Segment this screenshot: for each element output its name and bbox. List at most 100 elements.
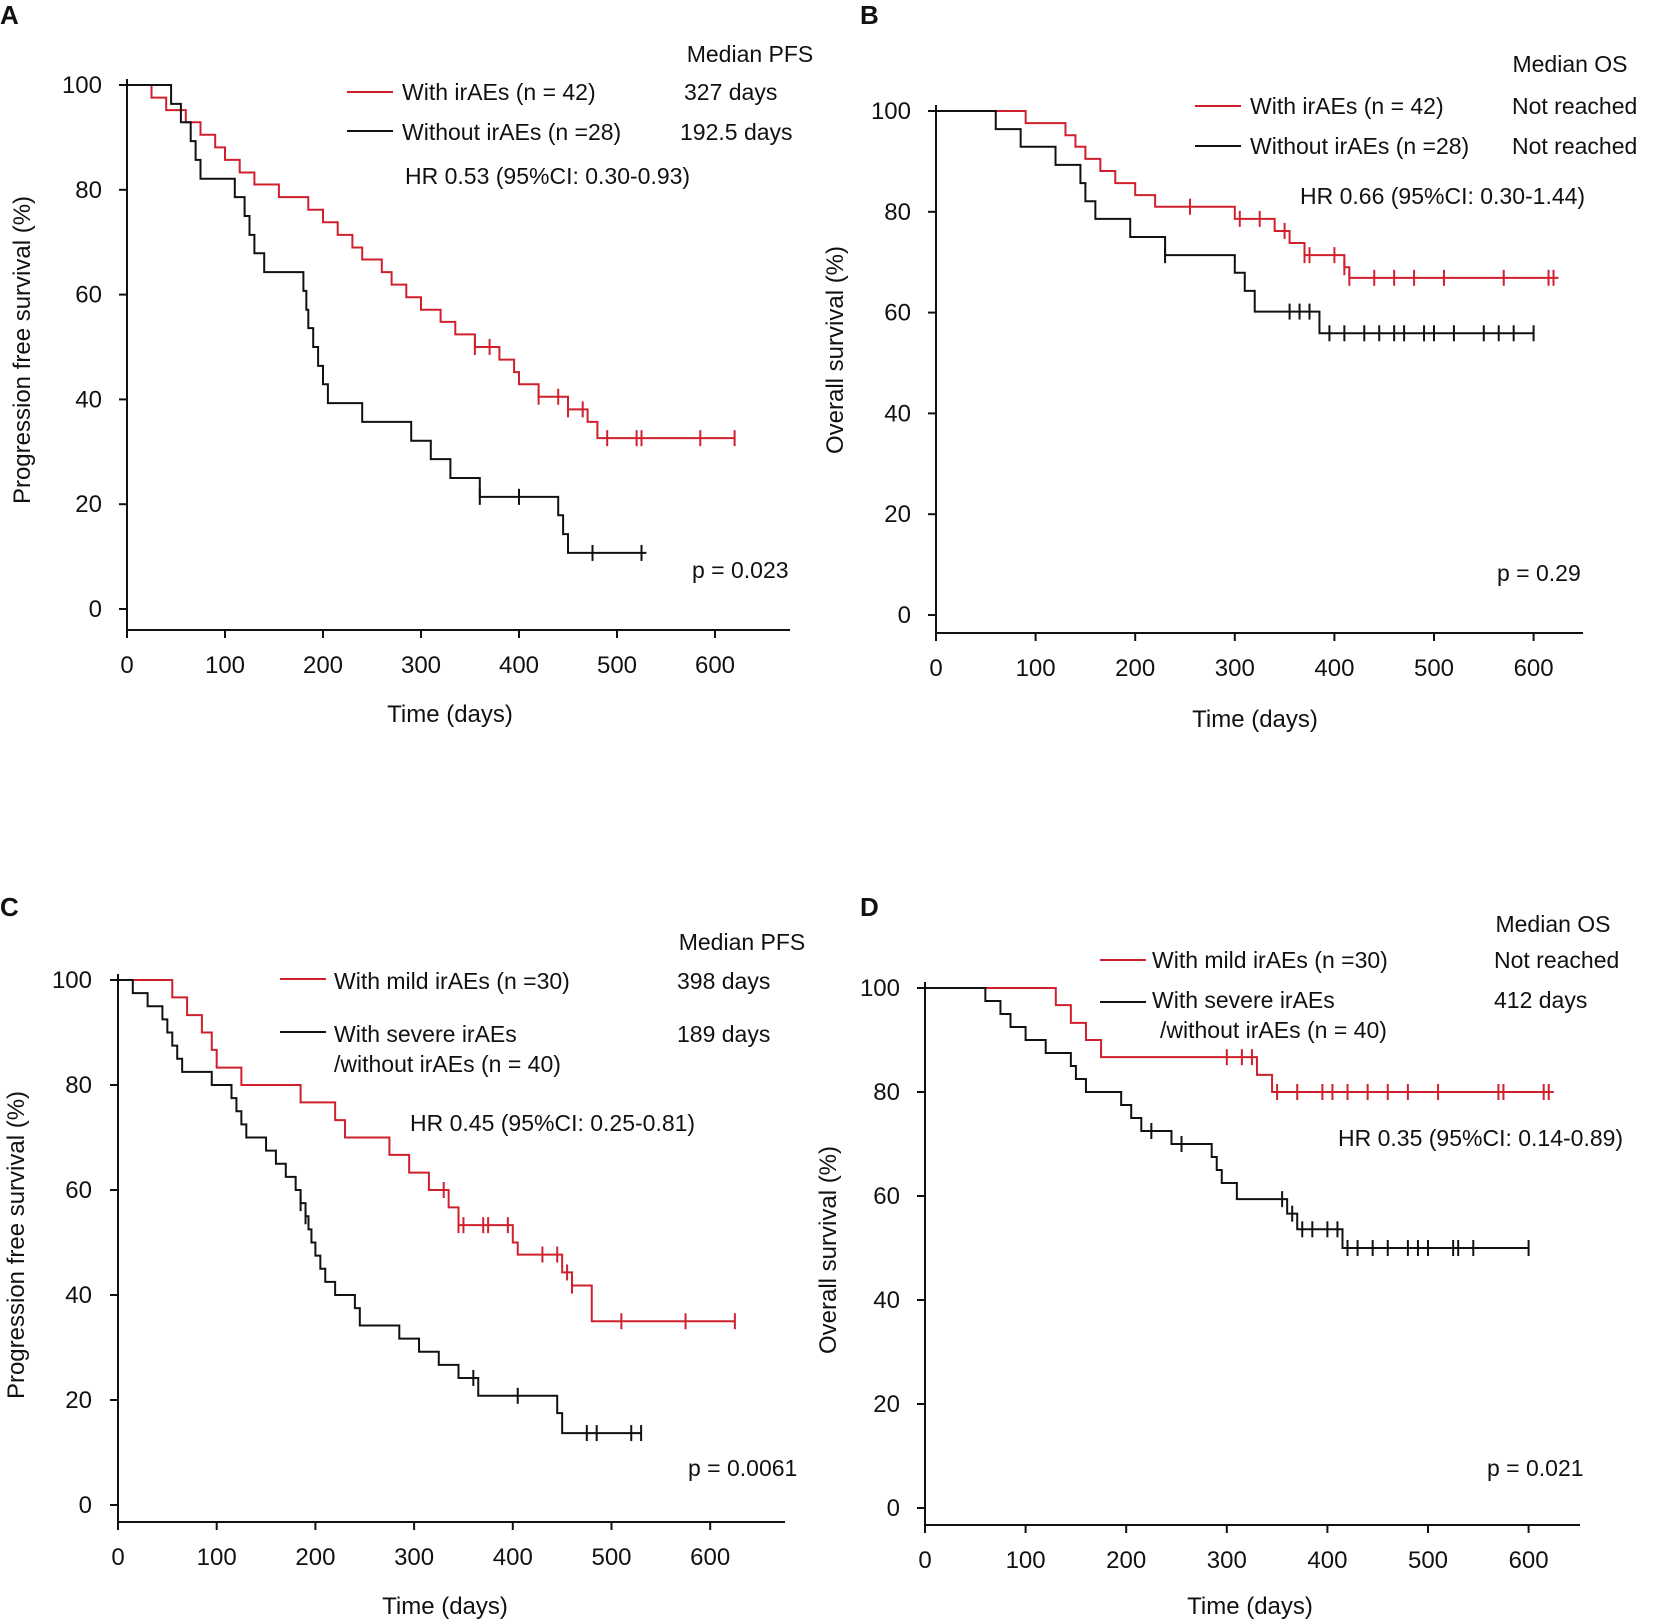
hazard-ratio-d: HR 0.35 (95%CI: 0.14-0.89) — [1338, 1125, 1623, 1151]
y-axis-label-b: Overall survival (%) — [822, 246, 849, 454]
km-curve-b-with — [936, 110, 1559, 279]
panel-label-d: D — [860, 892, 879, 922]
y-tick-label-d: 60 — [873, 1183, 900, 1210]
y-tick-label-b: 80 — [884, 199, 911, 226]
legend-label-c-severe: With severe irAEs — [334, 1021, 517, 1047]
legend-median-b-without: Not reached — [1512, 133, 1637, 159]
panel-label-a: A — [0, 0, 19, 30]
legend-label-d-severe: With severe irAEs — [1152, 987, 1335, 1013]
x-tick-label-a: 100 — [205, 652, 245, 679]
x-tick-label-b: 400 — [1314, 655, 1354, 682]
km-curve-b-without — [936, 110, 1534, 335]
p-value-c: p = 0.0061 — [688, 1455, 797, 1481]
km-curve-d-with — [925, 987, 1554, 1093]
x-tick-label-a: 200 — [303, 652, 343, 679]
x-tick-label-d: 300 — [1207, 1547, 1247, 1574]
legend-label-b-without: Without irAEs (n =28) — [1250, 133, 1469, 159]
x-tick-label-b: 600 — [1514, 655, 1554, 682]
x-tick-label-c: 300 — [394, 1544, 434, 1571]
plot-c-marks: 0 20 40 60 80 100 0 100 200 300 400 500 600 — [52, 967, 785, 1571]
x-tick-label-a: 600 — [695, 652, 735, 679]
legend-label-d-severe-line2: /without irAEs (n = 40) — [1160, 1017, 1387, 1043]
y-tick-label-c: 40 — [65, 1282, 92, 1309]
y-tick-label-d: 20 — [873, 1391, 900, 1418]
x-tick-label-c: 100 — [197, 1544, 237, 1571]
y-tick-label-c: 20 — [65, 1387, 92, 1414]
x-axis-label-c: Time (days) — [382, 1593, 508, 1620]
y-tick-label-a: 100 — [62, 72, 102, 99]
y-axis-label-a: Progression free survival (%) — [9, 196, 36, 504]
panel-c: C 0 20 40 60 80 100 0 100 200 300 400 500 600 Time (… — [0, 892, 805, 1620]
x-tick-label-d: 0 — [918, 1547, 931, 1574]
panel-d: D 0 20 40 60 80 100 0 100 200 300 400 500 600 Time (… — [815, 892, 1623, 1620]
panel-label-c: C — [0, 892, 19, 922]
legend-label-a-without: Without irAEs (n =28) — [402, 119, 621, 145]
km-curve-a-without — [127, 84, 647, 554]
median-header-c: Median PFS — [679, 929, 806, 955]
legend-label-a-with: With irAEs (n = 42) — [402, 79, 596, 105]
y-tick-label-c: 60 — [65, 1177, 92, 1204]
legend-label-d-mild: With mild irAEs (n =30) — [1152, 947, 1388, 973]
km-curve-c-with — [118, 979, 735, 1323]
plot-b-marks: 0 20 40 60 80 100 0 100 200 300 400 500 600 — [871, 98, 1583, 682]
y-tick-label-a: 0 — [89, 596, 102, 623]
y-tick-label-c: 0 — [79, 1492, 92, 1519]
x-tick-label-a: 300 — [401, 652, 441, 679]
legend-median-d-severe: 412 days — [1494, 987, 1587, 1013]
hazard-ratio-b: HR 0.66 (95%CI: 0.30-1.44) — [1300, 183, 1585, 209]
y-axis-label-c: Progression free survival (%) — [3, 1091, 30, 1399]
legend-label-c-mild: With mild irAEs (n =30) — [334, 968, 570, 994]
legend-median-a-with: 327 days — [684, 79, 777, 105]
hazard-ratio-a: HR 0.53 (95%CI: 0.30-0.93) — [405, 163, 690, 189]
p-value-d: p = 0.021 — [1487, 1455, 1584, 1481]
y-tick-label-b: 60 — [884, 300, 911, 327]
legend-label-c-severe-line2: /without irAEs (n = 40) — [334, 1051, 561, 1077]
y-tick-label-b: 40 — [884, 400, 911, 427]
y-tick-label-a: 80 — [75, 177, 102, 204]
y-tick-label-d: 40 — [873, 1287, 900, 1314]
x-tick-label-c: 500 — [591, 1544, 631, 1571]
panel-b: B 0 20 40 60 80 100 0 100 200 300 400 500 600 Time (… — [822, 0, 1637, 733]
x-tick-label-d: 200 — [1106, 1547, 1146, 1574]
y-axis-label-d: Overall survival (%) — [815, 1146, 842, 1354]
panel-a: A 0 20 40 60 80 100 0 100 200 300 400 500 600 Time (… — [0, 0, 813, 728]
median-header-b: Median OS — [1512, 51, 1627, 77]
x-tick-label-d: 500 — [1408, 1547, 1448, 1574]
y-tick-label-b: 0 — [898, 602, 911, 629]
x-tick-label-a: 0 — [120, 652, 133, 679]
y-tick-label-a: 60 — [75, 282, 102, 309]
plot-a-marks: 0 20 40 60 80 100 0 100 200 300 400 500 600 — [62, 72, 790, 679]
x-tick-label-d: 100 — [1006, 1547, 1046, 1574]
x-tick-label-c: 200 — [295, 1544, 335, 1571]
y-tick-label-d: 0 — [887, 1495, 900, 1522]
y-tick-label-b: 20 — [884, 501, 911, 528]
km-curve-c-without — [118, 979, 642, 1435]
median-header-d: Median OS — [1495, 911, 1610, 937]
p-value-a: p = 0.023 — [692, 557, 789, 583]
x-tick-label-b: 200 — [1115, 655, 1155, 682]
x-axis-label-d: Time (days) — [1187, 1593, 1313, 1620]
legend-median-b-with: Not reached — [1512, 93, 1637, 119]
x-tick-label-b: 300 — [1215, 655, 1255, 682]
hazard-ratio-c: HR 0.45 (95%CI: 0.25-0.81) — [410, 1110, 695, 1136]
y-tick-label-d: 100 — [860, 975, 900, 1002]
y-tick-label-a: 20 — [75, 491, 102, 518]
y-tick-label-c: 100 — [52, 967, 92, 994]
median-header-a: Median PFS — [687, 41, 814, 67]
legend-median-a-without: 192.5 days — [680, 119, 793, 145]
y-tick-label-b: 100 — [871, 98, 911, 125]
x-tick-label-c: 400 — [493, 1544, 533, 1571]
x-tick-label-d: 600 — [1509, 1547, 1549, 1574]
panel-label-b: B — [860, 0, 879, 30]
legend-median-c-severe: 189 days — [677, 1021, 770, 1047]
legend-median-c-mild: 398 days — [677, 968, 770, 994]
km-curve-a-with — [127, 84, 735, 440]
x-tick-label-b: 100 — [1016, 655, 1056, 682]
x-axis-label-a: Time (days) — [387, 701, 513, 728]
legend-label-b-with: With irAEs (n = 42) — [1250, 93, 1444, 119]
x-tick-label-b: 0 — [929, 655, 942, 682]
y-tick-label-d: 80 — [873, 1079, 900, 1106]
x-tick-label-a: 400 — [499, 652, 539, 679]
x-tick-label-a: 500 — [597, 652, 637, 679]
